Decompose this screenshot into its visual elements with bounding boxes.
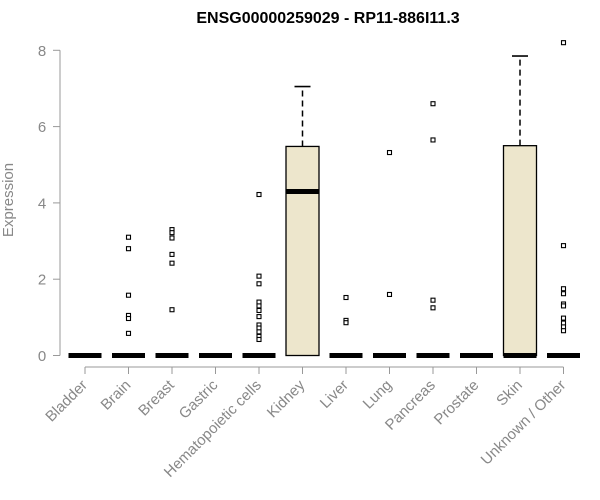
outlier-point xyxy=(560,303,567,309)
outlier-point xyxy=(560,315,567,321)
chart-title: ENSG00000259029 - RP11-886I11.3 xyxy=(196,10,459,27)
outlier-point xyxy=(125,234,132,240)
outlier-point xyxy=(169,260,175,266)
boxes-layer xyxy=(68,40,580,358)
x-tick-label: Lung xyxy=(360,377,396,413)
outlier-point xyxy=(430,305,436,311)
outlier-point xyxy=(256,336,262,343)
y-axis: 0 2 4 6 8 xyxy=(38,43,61,365)
outlier-point xyxy=(256,273,262,279)
outlier-point xyxy=(430,137,436,143)
outlier-point xyxy=(125,246,132,252)
outlier-point xyxy=(343,294,349,301)
box-pancreas xyxy=(416,101,450,358)
box-kidney xyxy=(285,85,320,357)
outlier-point xyxy=(256,303,262,309)
outlier-point xyxy=(256,281,262,287)
outlier-point xyxy=(560,291,567,297)
outlier-point xyxy=(430,101,436,107)
outlier-point xyxy=(560,40,567,46)
y-axis-label: Expression xyxy=(0,163,17,237)
box-breast xyxy=(155,227,189,358)
x-tick-label: Prostate xyxy=(431,377,483,429)
outlier-point xyxy=(256,329,262,335)
outlier-point xyxy=(560,243,567,249)
box-lung xyxy=(373,149,406,358)
outlier-point xyxy=(256,191,262,198)
outlier-point xyxy=(386,291,393,298)
outlier-point xyxy=(560,328,567,334)
outlier-point xyxy=(169,230,175,236)
box-hematopoietic-cells xyxy=(242,191,276,358)
box-skin xyxy=(502,55,538,358)
outlier-point xyxy=(386,149,393,156)
x-tick-label: Bladder xyxy=(42,377,91,426)
outlier-point xyxy=(256,307,262,314)
x-tick-label: Skin xyxy=(493,377,526,410)
y-tick-label: 6 xyxy=(38,119,46,136)
outlier-point xyxy=(256,314,262,320)
outlier-point xyxy=(125,315,132,322)
outlier-point xyxy=(169,235,175,241)
box-rect xyxy=(502,145,538,357)
outlier-point xyxy=(430,297,436,303)
outlier-point xyxy=(343,320,349,326)
outlier-point xyxy=(169,251,175,257)
y-tick-label: 0 xyxy=(38,348,46,365)
x-tick-label: Kidney xyxy=(264,376,309,421)
x-tick-label: Breast xyxy=(135,376,178,419)
box-brain xyxy=(112,234,145,358)
outlier-point xyxy=(169,307,175,313)
x-tick-label: Liver xyxy=(317,377,352,412)
y-tick-label: 2 xyxy=(38,272,46,289)
outlier-point xyxy=(125,292,132,298)
box-liver xyxy=(329,294,363,358)
y-tick-label: 8 xyxy=(38,43,46,60)
x-tick-label: Brain xyxy=(98,377,135,414)
y-tick-label: 4 xyxy=(38,195,46,212)
box-rect xyxy=(285,145,320,357)
outlier-point xyxy=(125,330,132,336)
box-unknown-other xyxy=(547,40,580,358)
outlier-point xyxy=(560,286,567,292)
